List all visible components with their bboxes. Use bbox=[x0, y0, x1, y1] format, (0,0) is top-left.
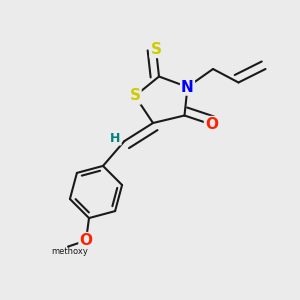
Text: H: H bbox=[110, 131, 121, 145]
Text: O: O bbox=[80, 233, 92, 248]
Text: O: O bbox=[205, 117, 218, 132]
Text: S: S bbox=[130, 88, 140, 104]
Text: S: S bbox=[151, 42, 161, 57]
Text: methoxy: methoxy bbox=[51, 248, 88, 256]
Text: N: N bbox=[181, 80, 194, 94]
